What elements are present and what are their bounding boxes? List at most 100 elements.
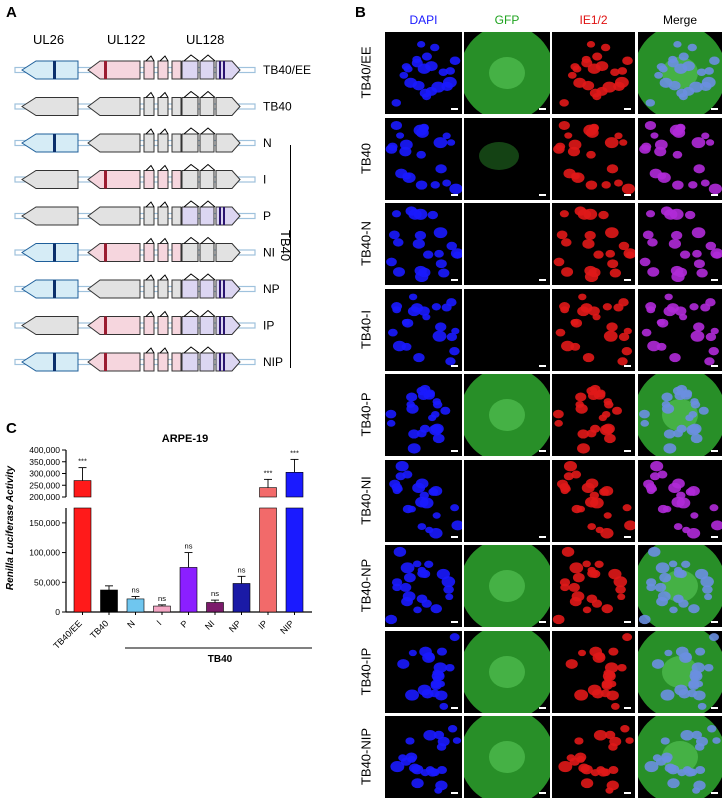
nucleus bbox=[553, 144, 565, 154]
nucleus bbox=[440, 406, 451, 415]
nucleus bbox=[397, 658, 410, 669]
ul128-variant-mark bbox=[223, 353, 225, 371]
nucleus bbox=[569, 562, 584, 574]
scale-bar bbox=[624, 706, 631, 709]
ul122-exon bbox=[143, 60, 155, 80]
nucleus bbox=[601, 180, 611, 189]
nucleus bbox=[622, 56, 633, 65]
nucleus bbox=[432, 433, 445, 444]
nucleus bbox=[563, 168, 576, 178]
nucleus bbox=[692, 249, 702, 258]
channel-header-merge: Merge bbox=[662, 13, 697, 27]
nucleus bbox=[680, 729, 694, 741]
splice-caret bbox=[183, 163, 200, 171]
nucleus bbox=[667, 778, 680, 789]
splice-caret bbox=[200, 309, 216, 317]
nucleus bbox=[691, 661, 705, 673]
nucleus bbox=[658, 65, 668, 73]
nucleus bbox=[593, 729, 608, 741]
bar-lower bbox=[73, 507, 92, 613]
scale-bar bbox=[711, 621, 718, 623]
splice-caret bbox=[200, 346, 216, 354]
ul122-exon bbox=[171, 60, 182, 80]
nucleus bbox=[668, 80, 681, 91]
condition-label: TB40-N bbox=[358, 221, 374, 266]
nucleus bbox=[686, 527, 701, 539]
ul128-exon bbox=[199, 316, 215, 335]
nucleus bbox=[582, 352, 595, 362]
ul128-variant-mark bbox=[219, 353, 221, 371]
bar bbox=[232, 583, 251, 613]
nucleus bbox=[672, 478, 685, 489]
ul128-variant-mark bbox=[223, 316, 225, 335]
nucleus bbox=[609, 736, 622, 747]
scale-bar bbox=[451, 792, 458, 794]
scale-bar bbox=[624, 108, 631, 110]
nucleus bbox=[408, 429, 420, 439]
nucleus bbox=[561, 238, 572, 247]
scale-bar bbox=[711, 706, 718, 709]
nucleus bbox=[705, 297, 716, 307]
scale-bar bbox=[451, 364, 458, 367]
construct-label: NI bbox=[263, 246, 275, 260]
ul128-exon-end bbox=[215, 206, 241, 226]
nucleus bbox=[615, 76, 629, 88]
significance-label: ns bbox=[185, 542, 193, 551]
ul26-variant-mark bbox=[53, 353, 56, 371]
nucleus bbox=[430, 680, 442, 690]
construct-row-tb40-ee: TB40/EE bbox=[14, 54, 311, 80]
ul122-gene bbox=[87, 316, 141, 335]
micrograph-gfp bbox=[464, 288, 550, 371]
ul128-exon bbox=[199, 352, 215, 372]
scale-bar bbox=[451, 108, 458, 110]
ul122-exon bbox=[143, 243, 155, 262]
nucleus bbox=[415, 496, 429, 507]
nucleus bbox=[564, 131, 573, 139]
y-tick-label: 400,000 bbox=[29, 445, 60, 455]
construct-label: NP bbox=[263, 282, 280, 296]
ul122-exon bbox=[171, 170, 182, 189]
gfp-signal bbox=[662, 655, 698, 688]
nucleus bbox=[415, 478, 429, 489]
nucleus bbox=[433, 227, 448, 239]
nucleus bbox=[395, 471, 406, 480]
nucleus bbox=[697, 702, 707, 710]
nucleus bbox=[399, 71, 409, 79]
construct-row-np: NP bbox=[14, 273, 280, 299]
nucleus bbox=[437, 766, 447, 775]
nucleus bbox=[419, 424, 431, 433]
splice-caret bbox=[200, 90, 216, 98]
nucleus bbox=[669, 606, 678, 614]
nucleus bbox=[447, 138, 456, 146]
nucleus bbox=[611, 702, 620, 710]
nucleus bbox=[621, 346, 633, 355]
nucleus bbox=[601, 680, 613, 690]
nucleus bbox=[624, 519, 635, 530]
nucleus bbox=[596, 766, 606, 774]
nucleus bbox=[569, 596, 582, 607]
bar bbox=[153, 605, 171, 613]
channel-header-gfp: GFP bbox=[494, 13, 520, 27]
ul128-exon bbox=[181, 60, 199, 80]
ul122-gene bbox=[87, 133, 141, 153]
ul128-exon bbox=[181, 243, 199, 262]
nucleus bbox=[423, 390, 435, 400]
nucleus bbox=[386, 419, 396, 427]
nucleus bbox=[405, 737, 415, 745]
nucleus bbox=[691, 730, 703, 740]
nucleus bbox=[662, 755, 672, 763]
nucleus bbox=[606, 163, 619, 173]
nucleus bbox=[428, 424, 443, 436]
nucleus bbox=[582, 606, 592, 614]
y-tick-label: 0 bbox=[55, 607, 60, 617]
nucleus bbox=[709, 632, 719, 641]
nucleus bbox=[591, 599, 603, 608]
nucleus bbox=[664, 763, 677, 773]
construct-row-tb40: TB40 bbox=[14, 90, 292, 116]
nucleus bbox=[602, 302, 612, 310]
ul26-gene bbox=[21, 133, 79, 153]
nucleus bbox=[416, 150, 426, 159]
nucleus bbox=[617, 67, 628, 75]
nucleus bbox=[395, 460, 409, 471]
nucleus bbox=[437, 736, 450, 747]
